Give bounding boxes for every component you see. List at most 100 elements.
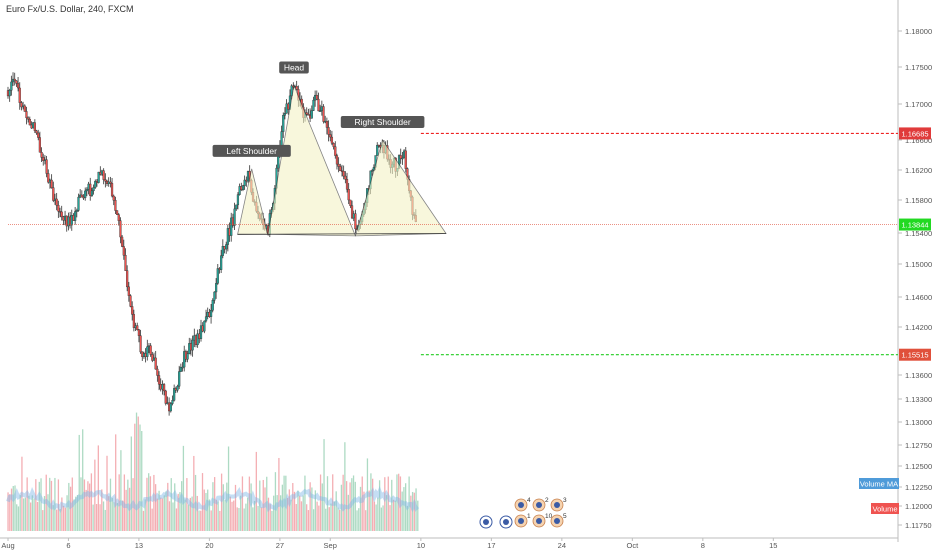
volume-bar [118, 474, 120, 531]
volume-bar [97, 445, 99, 531]
volume-bar [148, 473, 150, 531]
volume-bar [158, 490, 160, 531]
candle-body [10, 81, 13, 91]
volume-bar [36, 502, 39, 531]
volume-bar [306, 504, 308, 531]
volume-bar [207, 489, 209, 531]
neckline [237, 233, 447, 235]
volume-bar [316, 501, 318, 531]
volume-bar [38, 481, 40, 531]
volume-label: Volume [872, 505, 897, 514]
candle-body [226, 228, 229, 245]
candle-body [327, 127, 330, 135]
volume-bar [290, 499, 292, 531]
volume-bar [50, 480, 53, 531]
volume-bar [127, 479, 129, 531]
candle-body [213, 291, 216, 301]
volume-bar [222, 484, 224, 531]
candle-body [149, 345, 152, 355]
candle-body [132, 314, 135, 328]
event-marker-count: 10 [545, 513, 553, 520]
y-tick-label: 1.15400 [905, 229, 932, 238]
volume-bar [208, 499, 211, 531]
candle-body [129, 295, 132, 307]
volume-bar [349, 482, 351, 531]
candle-body [117, 214, 120, 221]
volume-bar [304, 475, 306, 531]
y-tick-label: 1.12000 [905, 502, 932, 511]
event-marker-dot [518, 502, 524, 508]
candle-body [122, 246, 125, 256]
candle-body [221, 245, 224, 256]
candle-body [80, 194, 83, 198]
volume-bar [321, 483, 323, 531]
volume-bar [160, 497, 162, 531]
volume-bar [33, 498, 35, 531]
candle-body [23, 105, 26, 112]
volume-bar [260, 507, 263, 531]
volume-bar [153, 474, 155, 531]
candle-body [186, 353, 189, 360]
candle-body [52, 187, 55, 201]
candle-body [401, 157, 404, 160]
volume-bar [415, 488, 417, 531]
candle-body [33, 122, 36, 132]
volume-bar [108, 496, 110, 531]
volume-bar [80, 477, 82, 531]
volume-bar [69, 486, 72, 531]
y-tick-label: 1.16600 [905, 136, 932, 145]
candle-body [176, 385, 179, 391]
volume-bar [372, 478, 374, 531]
candle-body [238, 186, 241, 195]
volume-bar [240, 495, 242, 531]
volume-badge [871, 503, 899, 514]
volume-bar [377, 497, 379, 531]
candle-body [94, 180, 97, 188]
volume-bar [179, 492, 181, 531]
y-tick-label: 1.18000 [905, 27, 932, 36]
candle-body [18, 87, 21, 103]
candle-body [169, 403, 172, 412]
candle-body [115, 210, 119, 215]
volume-bar [398, 473, 400, 531]
candle-body [181, 366, 184, 369]
pattern-label: Right Shoulder [354, 117, 410, 127]
x-tick-label: Oct [627, 541, 640, 550]
volume-bar [193, 455, 195, 531]
y-tick-label: 1.12250 [905, 483, 932, 492]
candle-body [334, 146, 337, 156]
volume-bar [56, 509, 58, 531]
volume-bar [186, 478, 188, 531]
volume-bar [366, 458, 369, 531]
volume-bar [399, 476, 402, 531]
candle-body [35, 130, 38, 134]
candle-body [199, 325, 203, 339]
volume-bar [378, 480, 381, 531]
y-tick-label: 1.15800 [905, 196, 932, 205]
volume-bar [255, 451, 257, 531]
volume-bar [196, 495, 198, 531]
volume-bar [31, 495, 34, 531]
volume-bar [325, 508, 327, 531]
candle-body [50, 179, 53, 188]
volume-bar [43, 496, 46, 531]
volume-bar [293, 491, 296, 531]
volume-bar [363, 491, 365, 531]
volume-bar [233, 500, 235, 531]
volume-bar [250, 483, 252, 531]
y-tick-label: 1.13000 [905, 418, 932, 427]
volume-bar [40, 478, 42, 531]
y-tick-label: 1.16200 [905, 166, 932, 175]
volume-bar [266, 476, 268, 531]
volume-bar [384, 477, 386, 531]
candle-body [127, 286, 130, 296]
volume-bar [109, 478, 112, 531]
volume-bar [130, 436, 132, 531]
volume-bar [227, 446, 230, 531]
volume-ma-label: Volume MA [860, 480, 898, 489]
volume-bar [102, 501, 105, 531]
candle-body [196, 333, 199, 345]
volume-bar [391, 479, 393, 531]
